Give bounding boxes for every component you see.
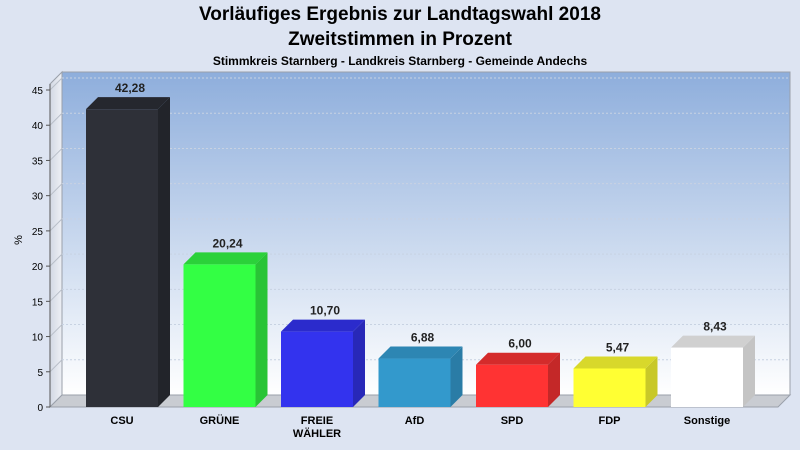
bar-top (476, 352, 560, 365)
bar-top (573, 356, 658, 369)
y-tick-label: 35 (32, 156, 44, 167)
x-tick-label: GRÜNE (200, 414, 240, 427)
y-axis-label: % (13, 235, 25, 245)
y-tick-label: 10 (32, 333, 44, 344)
y-tick-label: 30 (32, 192, 44, 203)
bar-front (86, 109, 158, 407)
bar-freie-wähler (281, 319, 365, 407)
bar-front (476, 364, 548, 407)
gridline-side (49, 77, 63, 91)
y-tick-label: 40 (32, 121, 44, 132)
x-tick-label: FREIE (301, 415, 333, 427)
bar-side (548, 352, 560, 407)
bar-top (183, 252, 268, 265)
bar-side (645, 356, 658, 407)
gridline-side (49, 288, 63, 302)
gridline-side (49, 218, 63, 232)
bar-front (378, 358, 451, 407)
bar-csu (86, 97, 170, 407)
bar-afd (378, 346, 463, 407)
x-tick-label: FDP (599, 415, 621, 427)
y-tick-label: 45 (32, 86, 44, 97)
y-tick-label: 25 (32, 227, 44, 238)
y-tick-label: 20 (32, 262, 44, 273)
x-tick-label: CSU (110, 415, 133, 427)
gridline-side (49, 324, 63, 337)
plot-back-wall (61, 71, 791, 396)
bar-fdp (573, 356, 658, 407)
bar-spd (476, 352, 560, 407)
chart-title: Vorläufiges Ergebnis zur Landtagswahl 20… (199, 4, 601, 25)
x-tick-label: SPD (501, 415, 524, 427)
bar-front (573, 368, 646, 407)
bar-side (158, 97, 170, 407)
x-tick-label: WÄHLER (293, 427, 341, 440)
gridline-side (49, 253, 63, 267)
plot-side-wall (49, 70, 63, 409)
data-label: 20,24 (212, 236, 242, 250)
bar-top (86, 97, 170, 110)
data-label: 8,43 (703, 320, 727, 334)
bar-top (281, 319, 365, 332)
bar-front (671, 347, 743, 407)
bar-side (743, 335, 755, 407)
chart-subsubtitle: Stimmkreis Starnberg - Landkreis Starnbe… (212, 54, 588, 68)
gridline-side (49, 359, 63, 373)
data-label: 6,88 (411, 331, 435, 345)
gridline-side (49, 183, 63, 197)
data-label: 5,47 (606, 340, 630, 354)
bar-side (450, 346, 463, 407)
bar-side (353, 319, 365, 407)
y-tick-label: 5 (37, 368, 43, 379)
data-label: 10,70 (310, 304, 340, 318)
data-label: 42,28 (115, 81, 145, 95)
gridline-side (49, 148, 63, 161)
gridline-side (49, 112, 63, 126)
bar-top (671, 335, 755, 348)
x-tick-label: Sonstige (684, 415, 730, 427)
data-label: 6,00 (508, 337, 532, 351)
bar-sonstige (671, 335, 755, 407)
bar-top (378, 346, 463, 359)
y-tick-label: 15 (32, 297, 44, 308)
chart-subtitle: Zweitstimmen in Prozent (288, 29, 512, 50)
bar-side (255, 252, 268, 407)
bar-front (183, 264, 256, 407)
bar-front (281, 331, 353, 407)
bar-grüne (183, 252, 268, 407)
y-tick-label: 0 (37, 403, 43, 414)
x-tick-label: AfD (405, 415, 425, 427)
